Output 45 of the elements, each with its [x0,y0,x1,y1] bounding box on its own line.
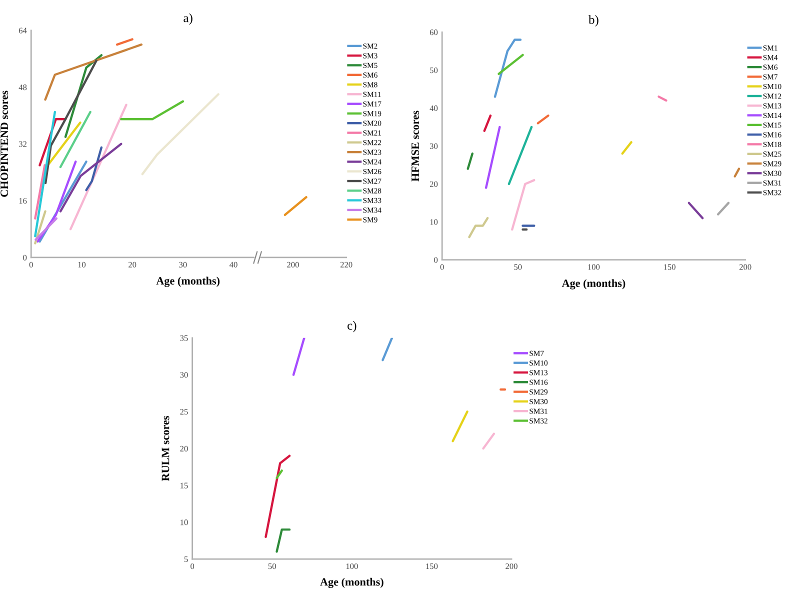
y-tick-label: 32 [19,141,26,147]
x-tick-label: 10 [78,262,86,268]
y-tick-label: 16 [19,198,27,204]
y-tick-label: 48 [18,84,27,90]
x-tick-label: 150 [664,264,676,270]
x-tick-label: 100 [346,563,358,570]
x-tick-label: 150 [426,563,438,570]
x-tick-label: 20 [128,262,136,268]
x-tick-label: 200 [506,563,518,570]
y-tick-label: 60 [430,30,438,36]
chart-title: b) [588,15,598,27]
x-axis-title: Age (months) [156,276,220,287]
x-tick-label: 50 [514,264,522,270]
y-tick-label: 15 [180,482,188,488]
y-tick-label: 30 [430,143,438,149]
y-tick-label: 25 [180,409,188,415]
chart-title: a) [184,13,192,25]
x-tick-label: 200 [739,264,752,270]
line-series [44,59,98,184]
x-tick-label: 50 [268,563,276,570]
chart-title: c) [348,320,356,332]
y-tick-label: 0 [23,254,27,260]
x-tick-label: 200 [287,262,299,268]
y-tick-label: 64 [18,28,27,34]
y-tick-label: 40 [430,105,438,112]
x-tick-label: 0 [190,563,194,570]
x-tick-label: 0 [440,264,444,270]
y-tick-label: 35 [180,335,188,341]
x-tick-label: 40 [230,262,238,268]
x-axis-title: Age (months) [562,279,626,290]
y-tick-label: 50 [430,67,438,74]
y-axis-title: RULM scores [162,416,170,482]
y-axis-title: CHOPINTEND scores [0,90,8,197]
y-tick-label: 30 [180,372,188,378]
y-tick-label: 0 [434,257,438,263]
y-axis-title: HFMSE scores [412,110,419,182]
x-tick-label: 100 [588,264,600,270]
x-tick-label: 220 [340,262,352,268]
x-tick-label: 0 [29,262,33,268]
y-tick-label: 5 [184,556,188,562]
y-tick-label: 20 [180,446,188,452]
y-tick-label: 20 [430,181,438,187]
y-tick-label: 10 [180,520,188,526]
y-tick-label: 10 [430,219,438,225]
x-axis-title: Age (months) [320,578,384,588]
